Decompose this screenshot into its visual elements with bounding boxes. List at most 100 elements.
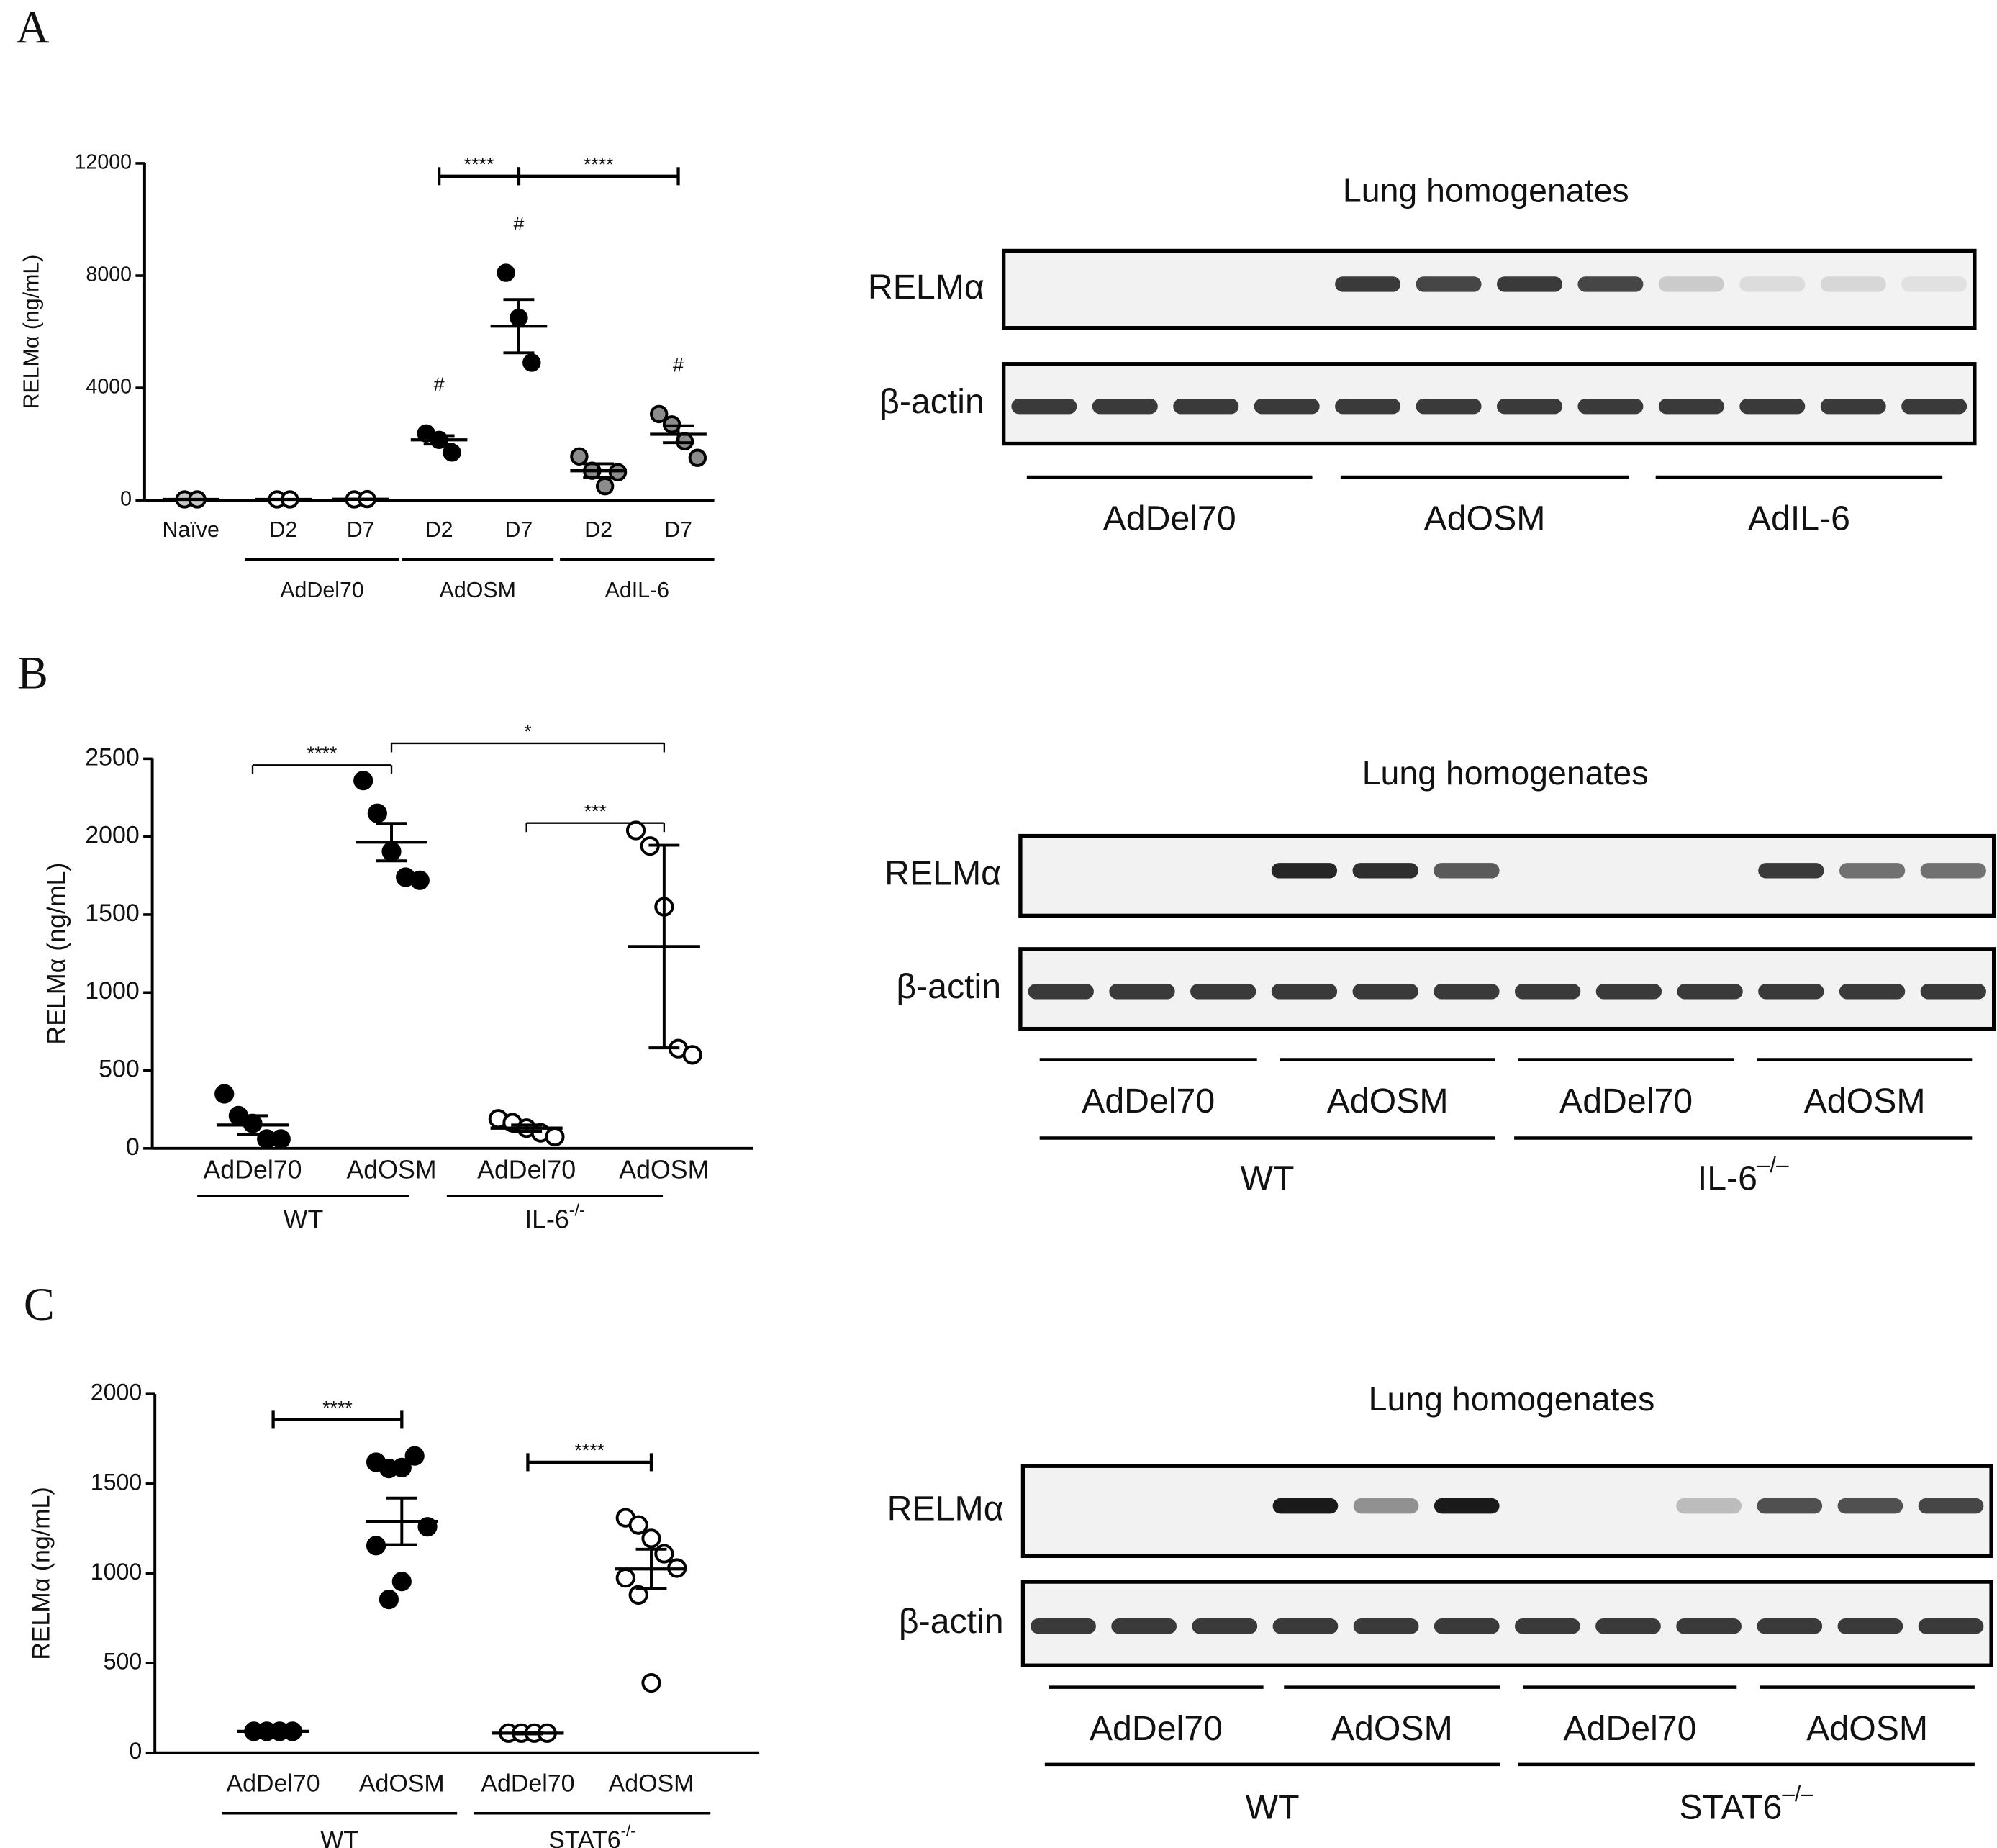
- y-axis-label: RELMα (ng/mL): [28, 1487, 55, 1659]
- y-tick-label: 1000: [85, 977, 139, 1005]
- x-tick-label: AdOSM: [619, 1155, 709, 1184]
- lane-group-label: AdDel70: [1563, 1709, 1696, 1748]
- data-point: [391, 1457, 412, 1477]
- x-tick-label: Naïve: [163, 518, 219, 542]
- blot-box: [1020, 1580, 1993, 1667]
- x-tick-label: AdDel70: [203, 1155, 302, 1184]
- blot-band: [1658, 276, 1724, 292]
- blot-band: [1758, 863, 1824, 879]
- blot-band: [1739, 276, 1806, 292]
- blot-band: [1515, 984, 1581, 1000]
- data-point: [271, 1129, 291, 1149]
- outer-group-label-sup: –/–: [1757, 1152, 1789, 1177]
- blot-band: [1839, 984, 1906, 1000]
- group-label-main: IL-6: [525, 1205, 569, 1234]
- data-point: [443, 443, 461, 462]
- blot-box: [1018, 947, 1996, 1031]
- outer-group-label-main: IL-6: [1698, 1159, 1757, 1197]
- blot-band: [1918, 1498, 1984, 1514]
- lane-group-label: AdOSM: [1424, 499, 1546, 538]
- y-tick-label: 0: [120, 488, 132, 511]
- group-label: WT: [284, 1205, 324, 1234]
- blot-band: [1901, 398, 1967, 415]
- data-point: [409, 870, 430, 890]
- y-tick-label: 500: [104, 1649, 142, 1675]
- x-tick-label: D2: [269, 518, 297, 542]
- blot-title: Lung homogenates: [1362, 754, 1649, 792]
- lane-group-label: AdOSM: [1806, 1709, 1928, 1748]
- data-point: [214, 1084, 235, 1104]
- lane-group-label: AdDel70: [1103, 499, 1236, 538]
- blot-band: [1837, 1498, 1903, 1514]
- blot-band: [1758, 984, 1824, 1000]
- blot-row-label: RELMα: [887, 1490, 1004, 1528]
- group-label-main: AdDel70: [280, 579, 363, 602]
- panel-label: A: [16, 1, 49, 53]
- group-label-sup: -/-: [569, 1201, 585, 1220]
- group-label: AdOSM: [440, 579, 516, 602]
- blot-band: [1335, 398, 1401, 415]
- group-label-sup: -/-: [621, 1821, 636, 1839]
- x-tick-label: D7: [505, 518, 533, 542]
- blot-band: [1577, 276, 1644, 292]
- y-tick-label: 4000: [86, 376, 132, 399]
- outer-group-label-main: WT: [1246, 1788, 1300, 1826]
- blot-band: [1920, 863, 1986, 879]
- data-point: [641, 1672, 661, 1693]
- blot-band: [1837, 1618, 1903, 1634]
- blot-box: [1018, 833, 1996, 918]
- blot-band: [1676, 1498, 1742, 1514]
- blot-box: [1001, 362, 1977, 446]
- blot-band: [1434, 1618, 1500, 1634]
- group-label-main: AdOSM: [440, 579, 516, 602]
- x-tick-label: D2: [425, 518, 453, 542]
- blot-row-label: RELMα: [868, 268, 984, 307]
- outer-group-label: IL-6–/–: [1698, 1152, 1789, 1197]
- blot-band: [1272, 1618, 1339, 1634]
- x-tick-label: AdDel70: [481, 1770, 574, 1797]
- lane-group-label: AdOSM: [1804, 1082, 1926, 1120]
- blot-band: [1658, 398, 1724, 415]
- group-label: WT: [320, 1826, 358, 1848]
- y-tick-label: 0: [126, 1133, 140, 1161]
- data-point: [379, 1590, 399, 1610]
- data-point: [650, 404, 669, 424]
- sig-label: ****: [307, 743, 338, 764]
- lane-group-label: AdDel70: [1559, 1082, 1693, 1120]
- y-tick-label: 500: [99, 1056, 140, 1083]
- data-point: [615, 1568, 635, 1588]
- y-axis-label: RELMα (ng/mL): [19, 255, 43, 409]
- blot-band: [1820, 276, 1886, 292]
- blot-row-label: β-actin: [896, 967, 1001, 1006]
- y-tick-label: 2000: [85, 822, 139, 849]
- data-point: [688, 448, 707, 467]
- blot-band: [1031, 1618, 1096, 1634]
- group-label: AdDel70: [280, 579, 363, 602]
- outer-group-label-main: WT: [1240, 1159, 1294, 1197]
- data-point: [625, 820, 646, 841]
- blot-band: [1757, 1618, 1823, 1634]
- lane-group-label: AdDel70: [1090, 1709, 1223, 1748]
- blot-band: [1271, 984, 1338, 1000]
- blot-band: [1416, 276, 1482, 292]
- sig-label: ****: [322, 1398, 353, 1419]
- blot-band: [1173, 398, 1239, 415]
- blot-row-label: β-actin: [899, 1602, 1004, 1641]
- blot-title: Lung homogenates: [1369, 1380, 1655, 1418]
- y-axis-label: RELMα (ng/mL): [42, 863, 71, 1045]
- group-label: STAT6-/-: [548, 1821, 635, 1848]
- y-tick-label: 8000: [86, 263, 132, 286]
- x-tick-label: D2: [584, 518, 612, 542]
- y-tick-label: 1500: [85, 900, 139, 927]
- blot-band: [1092, 398, 1158, 415]
- blot-band: [1920, 984, 1986, 1000]
- data-point: [353, 771, 373, 791]
- annotation: #: [434, 373, 445, 395]
- blot-band: [1353, 1618, 1419, 1634]
- y-tick-label: 1000: [91, 1559, 142, 1585]
- blot-band: [1028, 984, 1094, 1000]
- blot-band: [1335, 276, 1401, 292]
- data-point: [682, 1045, 702, 1065]
